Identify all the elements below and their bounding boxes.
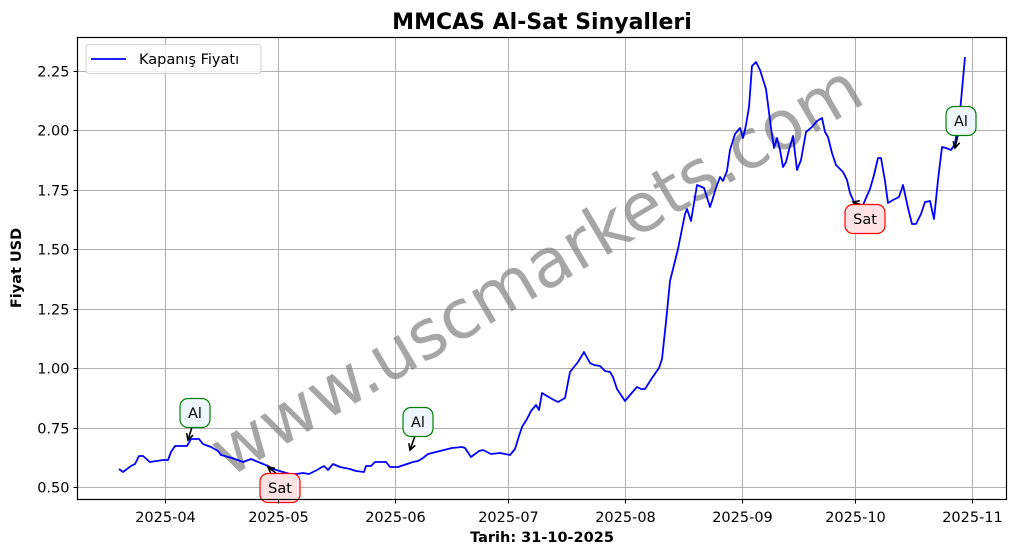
y-axis-label: Fiyat USD <box>9 228 25 308</box>
signal-label: Sat <box>268 481 292 497</box>
watermark: www.uscmarkets.com <box>197 48 876 493</box>
y-tick-label: 1.75 <box>37 184 69 200</box>
signal-arrow-icon <box>409 435 416 451</box>
signal-box <box>179 397 211 429</box>
signal-box <box>402 406 434 438</box>
buy-signal: Al <box>945 105 977 150</box>
x-tick-label: 2025-07 <box>478 510 539 526</box>
signal-box <box>844 203 886 235</box>
y-tick-label: 2.25 <box>37 65 69 81</box>
y-tick-label: 1.25 <box>37 303 69 319</box>
signal-box <box>259 472 301 504</box>
signal-label: Al <box>954 114 968 130</box>
signal-label: Al <box>188 406 202 422</box>
price-line <box>118 56 966 475</box>
signal-arrow-icon <box>267 466 278 475</box>
y-tick-label: 0.75 <box>37 422 69 438</box>
x-tick-label: 2025-10 <box>825 510 886 526</box>
y-tick-label: 0.50 <box>37 481 69 497</box>
x-axis-label: Tarih: 31-10-2025 <box>470 530 614 546</box>
signal-arrowhead-icon <box>408 442 416 452</box>
x-tick-label: 2025-11 <box>942 510 1003 526</box>
x-axis: 2025-04 2025-05 2025-06 2025-07 2025-08 2025-… <box>135 499 1003 526</box>
signal-label: Sat <box>853 212 877 228</box>
grid <box>77 37 1007 500</box>
chart-title: MMCAS Al-Sat Sinyalleri <box>392 10 692 35</box>
signal-box <box>945 105 977 137</box>
plot-frame <box>76 36 1008 501</box>
y-axis: 0.50 0.75 1.00 1.25 1.50 1.75 2.00 2.25 <box>37 65 78 497</box>
signal-arrow-icon <box>954 134 959 149</box>
sell-signal: Sat <box>844 199 886 235</box>
y-tick-label: 2.00 <box>37 124 69 140</box>
x-tick-label: 2025-08 <box>595 510 656 526</box>
legend-label: Kapanış Fiyatı <box>139 52 239 68</box>
buy-signal: Al <box>402 406 434 452</box>
x-tick-label: 2025-06 <box>365 510 426 526</box>
x-tick-label: 2025-09 <box>712 510 773 526</box>
signal-arrowhead-icon <box>952 141 961 150</box>
x-tick-label: 2025-04 <box>135 510 196 526</box>
signal-arrowhead-icon <box>185 432 194 442</box>
legend: Kapanış Fiyatı <box>85 44 262 74</box>
signal-label: Al <box>411 415 425 431</box>
signal-arrow-icon <box>187 426 193 441</box>
x-tick-label: 2025-05 <box>248 510 309 526</box>
sell-signal: Sat <box>259 465 301 504</box>
signals: Al Sat Al Sat Al <box>179 105 977 504</box>
signal-arrowhead-icon <box>266 465 276 474</box>
y-tick-label: 1.50 <box>37 243 69 259</box>
y-tick-label: 1.00 <box>37 362 69 378</box>
buy-signal: Al <box>179 397 211 442</box>
